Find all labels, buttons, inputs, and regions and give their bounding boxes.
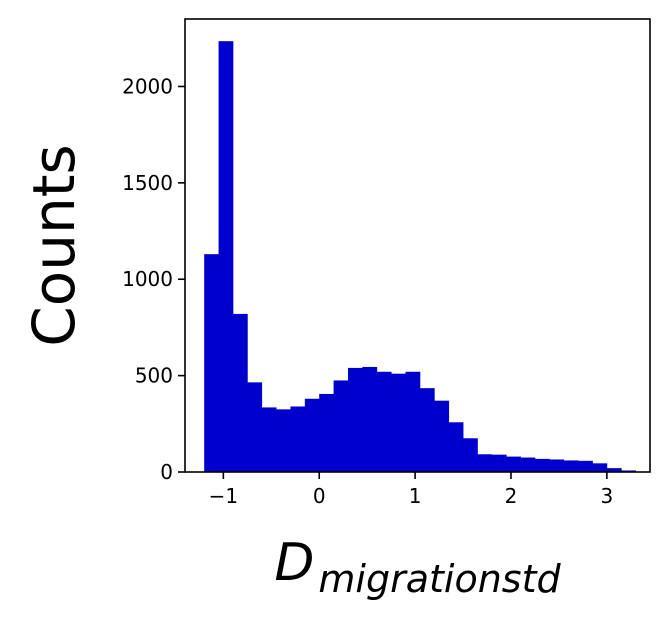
- histogram-bar: [419, 388, 435, 472]
- histogram-bar: [276, 409, 291, 472]
- histogram-bar: [290, 406, 306, 472]
- histogram-bars: [204, 41, 637, 473]
- y-tick-label: 1000: [122, 267, 173, 291]
- histogram-bar: [232, 313, 248, 472]
- x-tick-label: 0: [313, 484, 326, 508]
- histogram-bar: [491, 454, 507, 472]
- histogram-bar: [218, 41, 234, 473]
- histogram-bar: [261, 407, 277, 472]
- y-axis-ticks: 0 500 1000 1500 2000: [122, 74, 185, 484]
- histogram-bar: [606, 468, 622, 472]
- x-axis-label-main: D: [274, 533, 314, 593]
- y-tick-label: 1500: [122, 171, 173, 195]
- histogram-bar: [578, 460, 593, 472]
- histogram-bar: [463, 438, 478, 472]
- histogram-bar: [434, 400, 450, 472]
- histogram-bar: [534, 458, 550, 472]
- histogram-bar: [333, 380, 349, 472]
- histogram-bar: [204, 254, 219, 472]
- y-tick-label: 500: [135, 364, 173, 388]
- x-tick-label: 1: [409, 484, 422, 508]
- x-axis-label: D migrationstd: [274, 533, 561, 601]
- histogram-bar: [247, 382, 263, 472]
- x-axis-ticks: −1 0 1 2 3: [209, 472, 613, 508]
- histogram-bar: [391, 373, 406, 472]
- histogram-bar: [319, 393, 335, 472]
- plot-frame: [184, 18, 651, 473]
- x-axis-label-subscript: migrationstd: [318, 557, 561, 601]
- y-tick-label: 2000: [122, 74, 173, 98]
- histogram-bar: [304, 398, 320, 472]
- histogram-bar: [549, 459, 565, 472]
- x-tick-label: −1: [209, 484, 238, 508]
- x-tick-label: 2: [505, 484, 518, 508]
- histogram-bar: [448, 422, 464, 472]
- histogram-bar: [376, 371, 392, 472]
- histogram-bar: [506, 456, 521, 472]
- histogram-bar: [405, 371, 421, 472]
- y-axis-label: Counts: [20, 144, 88, 346]
- histogram-bar: [563, 460, 579, 472]
- histogram-bar: [477, 454, 493, 472]
- histogram-bar: [362, 366, 378, 472]
- histogram-bar: [592, 463, 608, 472]
- histogram-bar: [520, 457, 536, 472]
- y-tick-label: 0: [160, 460, 173, 484]
- x-tick-label: 3: [600, 484, 613, 508]
- histogram-bar: [347, 367, 363, 472]
